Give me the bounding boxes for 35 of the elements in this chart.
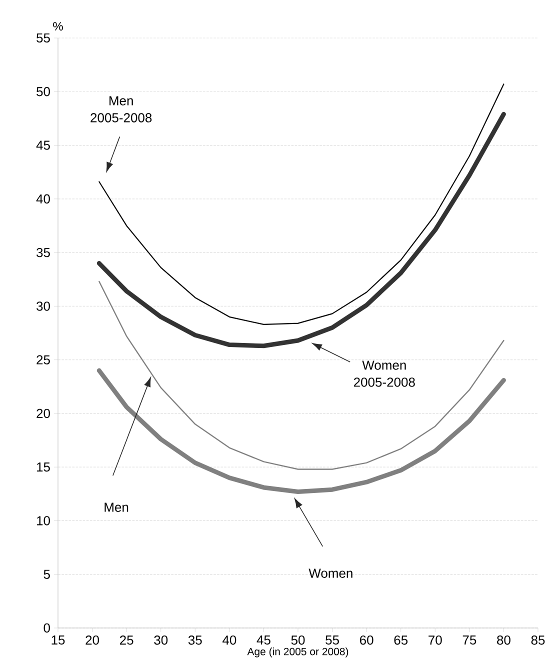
line-series xyxy=(98,280,504,470)
annotation: Men 2005-2008 xyxy=(90,96,152,122)
y-tick-label: 10 xyxy=(37,516,50,526)
x-tick-label: 50 xyxy=(291,636,305,645)
y-tick-label: 15 xyxy=(37,462,50,472)
y-tick-label: 50 xyxy=(36,87,50,96)
x-tick-label: 40 xyxy=(222,636,236,645)
annotation: Women xyxy=(308,568,352,578)
y-tick-label: 30 xyxy=(36,302,50,311)
y-tick-label: 35 xyxy=(36,248,50,258)
y-tick-label: 0 xyxy=(44,623,50,633)
line-series xyxy=(96,368,506,494)
x-tick-label: 15 xyxy=(52,636,65,645)
y-tick-label: 40 xyxy=(36,194,50,204)
x-tick-label: 75 xyxy=(462,636,476,645)
x-axis-title: Age (in 2005 or 2008) xyxy=(247,648,348,658)
x-tick-label: 70 xyxy=(428,636,442,645)
y-tick-label: 5 xyxy=(44,570,50,579)
x-tick-label: 80 xyxy=(497,636,510,645)
x-tick-label: 45 xyxy=(256,636,270,645)
x-tick-label: 25 xyxy=(120,636,134,645)
x-tick-label: 35 xyxy=(188,636,202,645)
x-tick-label: 85 xyxy=(531,636,545,645)
x-tick-label: 30 xyxy=(154,636,168,645)
y-tick-label: 55 xyxy=(36,33,50,43)
x-tick-label: 20 xyxy=(86,636,99,645)
y-tick-label: 25 xyxy=(36,355,50,364)
x-tick-label: 65 xyxy=(394,636,408,645)
annotation: Men xyxy=(104,502,128,512)
y-tick-label: 45 xyxy=(36,140,50,150)
annotation: Women 2005-2008 xyxy=(354,360,415,387)
y-axis-title: % xyxy=(53,22,63,30)
x-tick-label: 55 xyxy=(326,636,339,645)
y-tick-label: 20 xyxy=(36,408,50,418)
x-tick-label: 60 xyxy=(360,636,374,645)
